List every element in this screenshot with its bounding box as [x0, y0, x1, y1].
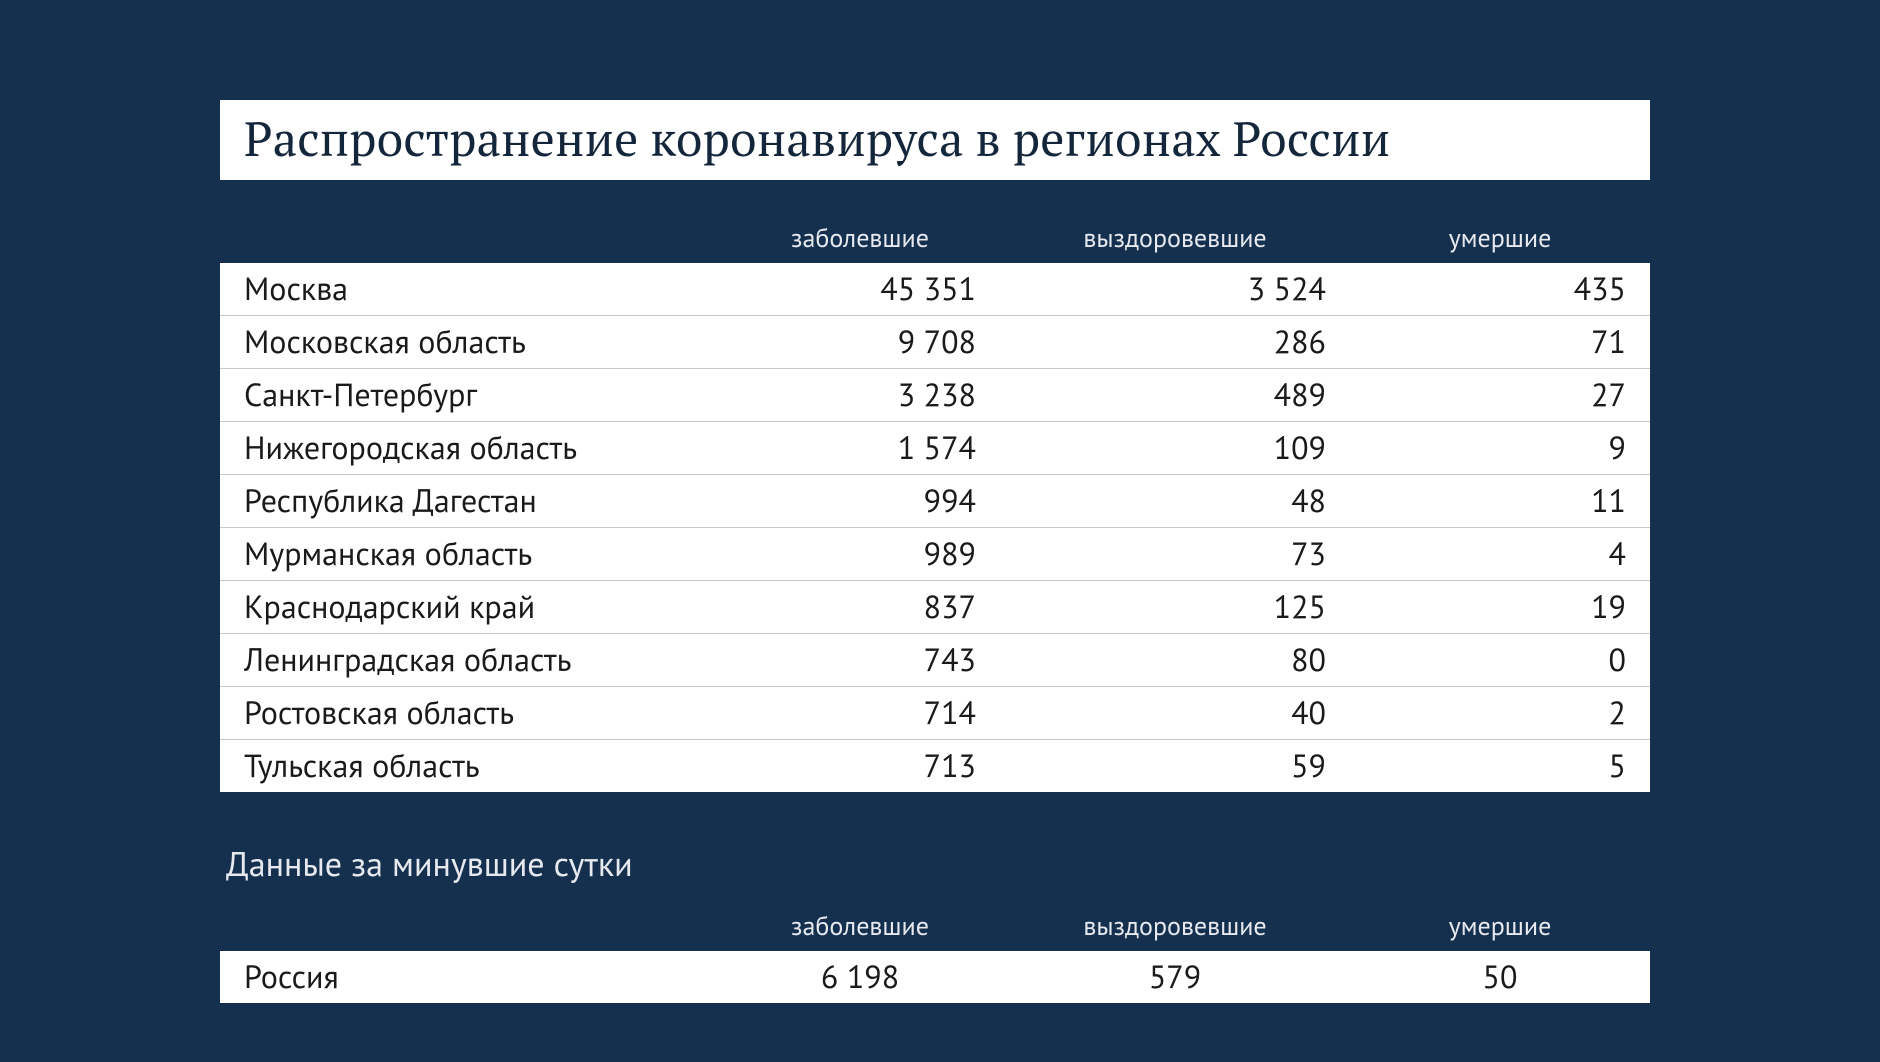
table-row: Санкт-Петербург3 23848927	[220, 369, 1650, 422]
region-name: Московская область	[220, 316, 720, 369]
col-header-infected-2: заболевшие	[720, 910, 1000, 951]
daily-name: Россия	[220, 951, 720, 1003]
table-row: Нижегородская область1 5741099	[220, 422, 1650, 475]
region-name: Санкт-Петербург	[220, 369, 720, 422]
regions-table: заболевшие выздоровевшие умершие Москва4…	[220, 222, 1650, 792]
daily-table: заболевшие выздоровевшие умершие Россия …	[220, 910, 1650, 1003]
daily-infected: 6 198	[720, 951, 1000, 1003]
table-row: Ростовская область714402	[220, 687, 1650, 740]
daily-recovered: 579	[1000, 951, 1350, 1003]
col-header-deaths-2: умершие	[1350, 910, 1650, 951]
content: Распространение коронавируса в регионах …	[220, 100, 1650, 1003]
region-name: Мурманская область	[220, 528, 720, 581]
region-infected: 9 708	[720, 316, 1000, 369]
table-row: Тульская область713595	[220, 740, 1650, 793]
daily-deaths: 50	[1350, 951, 1650, 1003]
region-infected: 714	[720, 687, 1000, 740]
region-name: Ленинградская область	[220, 634, 720, 687]
region-deaths: 71	[1350, 316, 1650, 369]
page-title: Распространение коронавируса в регионах …	[220, 100, 1650, 180]
table-row: Москва45 3513 524435	[220, 263, 1650, 316]
col-header-blank-2	[220, 910, 720, 951]
region-deaths: 11	[1350, 475, 1650, 528]
region-recovered: 489	[1000, 369, 1350, 422]
region-deaths: 9	[1350, 422, 1650, 475]
region-infected: 713	[720, 740, 1000, 793]
region-infected: 45 351	[720, 263, 1000, 316]
table-row: Краснодарский край83712519	[220, 581, 1650, 634]
region-recovered: 286	[1000, 316, 1350, 369]
col-header-deaths: умершие	[1350, 222, 1650, 263]
region-recovered: 40	[1000, 687, 1350, 740]
table-row: Московская область9 70828671	[220, 316, 1650, 369]
region-infected: 743	[720, 634, 1000, 687]
table-row: Республика Дагестан9944811	[220, 475, 1650, 528]
region-infected: 1 574	[720, 422, 1000, 475]
region-infected: 3 238	[720, 369, 1000, 422]
region-infected: 989	[720, 528, 1000, 581]
table-row: Ленинградская область743800	[220, 634, 1650, 687]
region-recovered: 3 524	[1000, 263, 1350, 316]
region-infected: 994	[720, 475, 1000, 528]
region-name: Москва	[220, 263, 720, 316]
region-deaths: 435	[1350, 263, 1650, 316]
region-name: Тульская область	[220, 740, 720, 793]
region-recovered: 73	[1000, 528, 1350, 581]
region-recovered: 80	[1000, 634, 1350, 687]
region-recovered: 48	[1000, 475, 1350, 528]
region-deaths: 5	[1350, 740, 1650, 793]
region-deaths: 0	[1350, 634, 1650, 687]
region-deaths: 27	[1350, 369, 1650, 422]
daily-subtitle: Данные за минувшие сутки	[220, 842, 1650, 886]
region-deaths: 4	[1350, 528, 1650, 581]
region-recovered: 59	[1000, 740, 1350, 793]
col-header-infected: заболевшие	[720, 222, 1000, 263]
region-name: Нижегородская область	[220, 422, 720, 475]
region-deaths: 2	[1350, 687, 1650, 740]
table-row: Мурманская область989734	[220, 528, 1650, 581]
regions-table-wrap: заболевшие выздоровевшие умершие Москва4…	[220, 222, 1650, 792]
region-deaths: 19	[1350, 581, 1650, 634]
region-name: Краснодарский край	[220, 581, 720, 634]
col-header-recovered-2: выздоровевшие	[1000, 910, 1350, 951]
col-header-recovered: выздоровевшие	[1000, 222, 1350, 263]
region-infected: 837	[720, 581, 1000, 634]
region-name: Республика Дагестан	[220, 475, 720, 528]
region-recovered: 109	[1000, 422, 1350, 475]
region-recovered: 125	[1000, 581, 1350, 634]
daily-row: Россия 6 198 579 50	[220, 951, 1650, 1003]
region-name: Ростовская область	[220, 687, 720, 740]
col-header-blank	[220, 222, 720, 263]
